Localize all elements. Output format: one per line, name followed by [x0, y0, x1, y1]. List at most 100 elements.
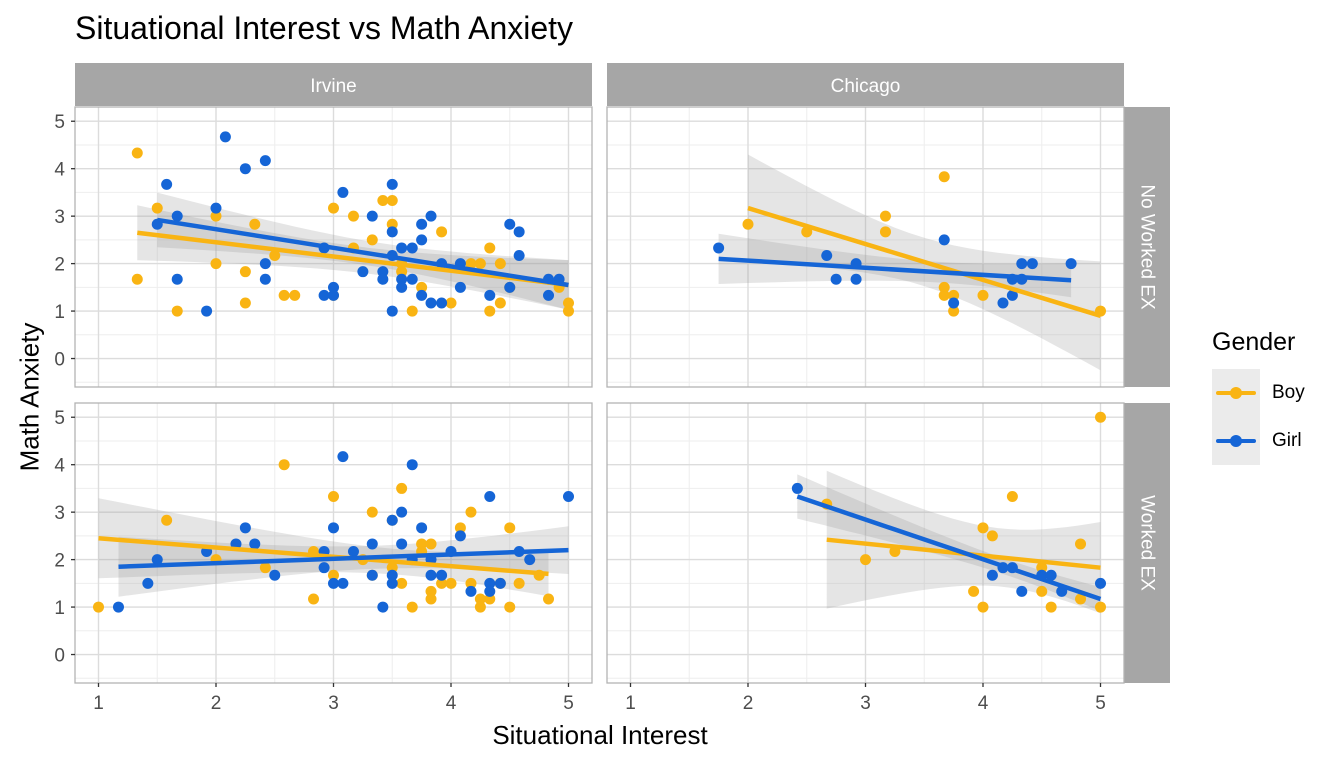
data-point-boy [494, 258, 506, 270]
y-tick-label: 1 [54, 302, 65, 323]
data-point-boy [347, 210, 359, 222]
data-point-girl [524, 554, 536, 566]
data-point-girl [436, 569, 448, 581]
data-point-boy [396, 482, 408, 494]
chart-title: Situational Interest vs Math Anxiety [75, 10, 574, 46]
data-point-boy [977, 601, 989, 613]
data-point-girl [543, 289, 555, 301]
data-point-girl [386, 514, 398, 526]
data-point-boy [445, 577, 457, 589]
legend-item-boy: Boy [1212, 369, 1305, 417]
y-tick-label: 2 [54, 255, 65, 276]
legend-title: Gender [1212, 328, 1296, 356]
data-point-girl [425, 297, 437, 309]
data-point-girl [386, 305, 398, 317]
data-point-girl [328, 577, 339, 589]
data-point-girl [1045, 569, 1057, 581]
data-point-girl [337, 186, 349, 198]
data-point-boy [465, 258, 477, 270]
data-point-boy [948, 289, 960, 301]
data-point-boy [425, 585, 437, 597]
data-point-boy [742, 218, 754, 230]
data-point-boy [474, 258, 486, 270]
data-point-boy [938, 281, 950, 293]
data-point-girl [494, 577, 506, 589]
data-point-boy [1045, 601, 1057, 613]
y-tick-label: 0 [54, 646, 65, 667]
data-point-girl [337, 451, 349, 463]
x-tick-label: 5 [1095, 693, 1106, 714]
data-point-boy [977, 522, 989, 534]
data-point-girl [269, 569, 281, 581]
data-point-boy [465, 577, 477, 589]
data-point-boy [436, 226, 448, 238]
data-point-boy [474, 593, 486, 605]
data-point-boy [968, 585, 980, 597]
x-tick-label: 1 [625, 693, 636, 714]
data-point-boy [396, 577, 408, 589]
data-point-boy [425, 593, 437, 605]
data-point-girl [396, 242, 408, 254]
data-point-girl [997, 297, 1009, 309]
data-point-boy [563, 297, 574, 309]
data-point-girl [386, 226, 398, 238]
y-tick-label: 5 [54, 112, 65, 133]
data-point-boy [474, 601, 486, 613]
data-point-girl [328, 289, 339, 301]
data-point-boy [938, 289, 950, 301]
data-point-girl [318, 562, 330, 574]
data-point-girl [713, 242, 725, 254]
data-point-boy [366, 234, 378, 246]
fit-line-girl [796, 494, 1102, 602]
data-point-girl [210, 202, 222, 214]
data-point-girl [347, 546, 359, 558]
legend-key-boy [1212, 369, 1260, 417]
data-point-boy [504, 601, 516, 613]
data-point-boy [406, 305, 418, 317]
data-point-boy [210, 210, 222, 222]
data-point-girl [259, 258, 271, 270]
data-point-boy [259, 562, 271, 574]
x-tick-label: 3 [328, 693, 339, 714]
data-point-girl [328, 281, 339, 293]
y-tick-label: 3 [54, 207, 65, 228]
data-point-boy [308, 593, 320, 605]
data-point-girl [377, 266, 389, 278]
data-point-boy [879, 210, 891, 222]
data-point-boy [416, 538, 428, 550]
y-tick-label: 3 [54, 503, 65, 524]
data-point-girl [850, 273, 862, 285]
data-point-girl [377, 273, 389, 285]
data-point-girl [791, 482, 803, 494]
data-point-girl [386, 178, 398, 190]
data-point-girl [1095, 577, 1106, 589]
legend: Gender Boy Girl [1212, 328, 1305, 465]
data-point-boy [484, 593, 496, 605]
data-point-boy [406, 601, 418, 613]
data-point-boy [977, 289, 989, 301]
data-point-boy [210, 258, 222, 270]
panel-border-0 [74, 106, 593, 388]
data-point-girl [416, 522, 428, 534]
y-tick-label: 0 [54, 350, 65, 371]
data-point-girl [328, 522, 339, 534]
data-point-girl [513, 250, 525, 262]
legend-label-girl: Girl [1272, 430, 1302, 451]
data-point-boy [860, 554, 871, 566]
data-point-girl [357, 266, 369, 278]
data-point-girl [112, 601, 124, 613]
fit-line-girl [718, 256, 1072, 283]
data-point-boy [494, 297, 506, 309]
fit-line-boy [747, 205, 1102, 318]
data-point-boy [436, 577, 448, 589]
strip-col-1 [607, 63, 1124, 106]
legend-key-girl [1212, 417, 1260, 465]
data-point-boy [1006, 490, 1018, 502]
y-axis-label: Math Anxiety [14, 322, 45, 472]
data-point-girl [821, 250, 833, 262]
data-point-boy [289, 289, 301, 301]
data-point-girl [406, 459, 418, 471]
data-point-boy [386, 218, 398, 230]
data-point-boy [93, 601, 104, 613]
